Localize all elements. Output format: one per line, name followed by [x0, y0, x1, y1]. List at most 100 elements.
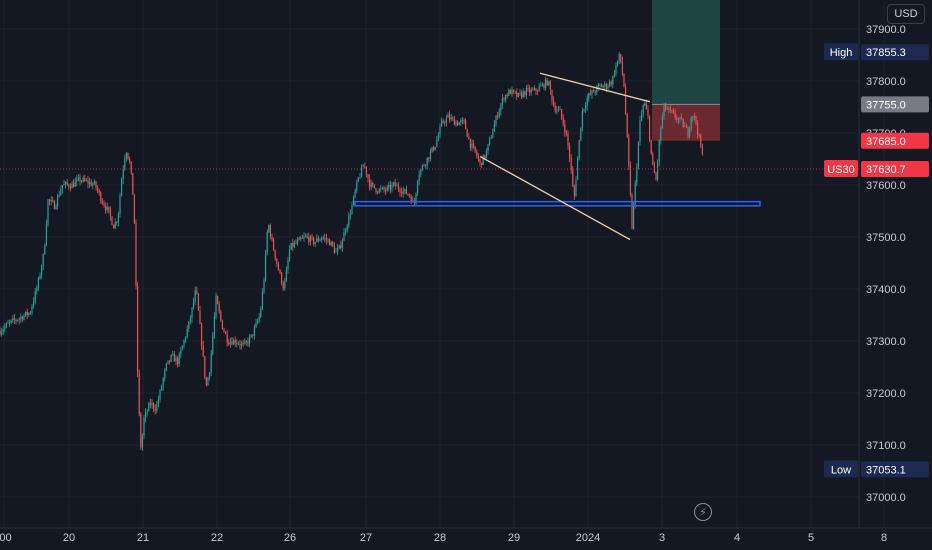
candle-body: [61, 185, 63, 190]
candle-body: [295, 242, 297, 244]
price-tick-label: 37900.0: [866, 24, 906, 36]
candle-body: [671, 110, 673, 112]
candle-body: [138, 372, 140, 414]
candle-body: [1, 331, 3, 335]
candle-body: [383, 187, 385, 190]
candle-body: [140, 413, 142, 448]
candle-body: [196, 290, 198, 294]
candle-body: [570, 157, 572, 170]
candle-body: [482, 155, 484, 165]
support-zone[interactable]: [354, 200, 761, 207]
candle-body: [93, 181, 95, 185]
price-tag-label-box: [824, 460, 858, 478]
candle-body: [114, 222, 116, 229]
time-tick-label: 21: [137, 532, 149, 544]
time-axis[interactable]: :00 20 21 22 26 27 28 29 2024 3 4 5 8: [0, 532, 887, 544]
lower-trendline[interactable]: [479, 155, 631, 241]
candle-body: [525, 88, 527, 96]
candle-body: [663, 103, 665, 117]
candle-body: [239, 343, 241, 346]
candle-body: [247, 341, 249, 344]
candle-body: [556, 110, 558, 112]
candle-body: [449, 114, 451, 120]
candle-body: [33, 301, 35, 307]
candle-body: [405, 188, 407, 195]
candle-body: [554, 105, 556, 112]
candle-body: [281, 272, 283, 284]
candle-body: [199, 310, 201, 324]
candle-body: [637, 142, 639, 168]
candle-body: [287, 260, 289, 270]
currency-button[interactable]: USD: [887, 4, 925, 24]
candle-body: [271, 236, 273, 240]
candle-body: [116, 221, 118, 223]
candle-body: [476, 151, 478, 157]
price-tag: [861, 461, 929, 478]
candle-body: [549, 81, 551, 91]
candle-body: [505, 94, 507, 100]
candle-body: [583, 109, 585, 111]
candle-body: [604, 84, 606, 87]
candle-body: [479, 159, 481, 163]
candle-body: [113, 224, 115, 229]
candle-body: [596, 86, 598, 93]
candle-body: [701, 147, 703, 154]
price-tags: 37855.3 High 37755.0 37685.0 37630.7 US30 3705…: [824, 43, 929, 478]
candle-body: [108, 206, 110, 210]
upper-trendline[interactable]: [539, 72, 651, 103]
candle-body: [695, 116, 697, 124]
candle-body: [353, 196, 355, 205]
candle-body: [650, 139, 652, 155]
price-tag-value: 37685.0: [866, 136, 906, 148]
candle-body: [381, 187, 383, 189]
candle-body: [380, 188, 382, 190]
stop-zone[interactable]: [652, 104, 720, 141]
candle-body: [477, 156, 479, 160]
candle-body: [226, 333, 228, 343]
candle-body: [178, 354, 180, 365]
candle-body: [309, 236, 311, 243]
candle-body: [506, 94, 508, 96]
candle-body: [221, 319, 223, 330]
price-tick-label: 37200.0: [866, 388, 906, 400]
candle-body: [415, 192, 417, 204]
drawings[interactable]: [0, 72, 859, 241]
candle-body: [509, 89, 511, 95]
candle-body: [460, 120, 462, 123]
candle-body: [401, 192, 403, 194]
position-tool[interactable]: [652, 0, 720, 141]
target-zone[interactable]: [652, 0, 720, 105]
candle-body: [313, 237, 315, 245]
price-axis[interactable]: 37000.0 37100.0 37200.0 37300.0 37400.0 37500…: [866, 24, 906, 504]
time-tick-label: 5: [808, 532, 814, 544]
candle-body: [164, 369, 166, 379]
candle-body: [162, 378, 164, 387]
candle-body: [71, 183, 73, 189]
candle-body: [23, 315, 25, 320]
price-tick-label: 37100.0: [866, 440, 906, 452]
candle-body: [610, 81, 612, 85]
candle-body: [484, 155, 486, 158]
candle-body: [700, 135, 702, 148]
candle-body: [626, 113, 628, 137]
lightning-icon[interactable]: ⚡: [694, 503, 712, 521]
candle-body: [277, 263, 279, 271]
candle-body: [612, 76, 614, 85]
candle-body: [249, 336, 251, 344]
candle-body: [289, 249, 291, 261]
candle-body: [169, 360, 171, 362]
candle-body: [378, 189, 380, 193]
time-tick-label: 2024: [576, 532, 600, 544]
candle-body: [625, 87, 627, 114]
candle-body: [220, 311, 222, 320]
candle-body: [191, 307, 193, 319]
candle-body: [469, 138, 471, 148]
candle-body: [0, 330, 1, 335]
time-tick-label: 28: [434, 532, 446, 544]
price-tag-value: 37053.1: [866, 464, 906, 476]
time-tick-label: 4: [734, 532, 740, 544]
candle-body: [655, 172, 657, 180]
candle-body: [409, 194, 411, 197]
candle-body: [156, 404, 158, 411]
